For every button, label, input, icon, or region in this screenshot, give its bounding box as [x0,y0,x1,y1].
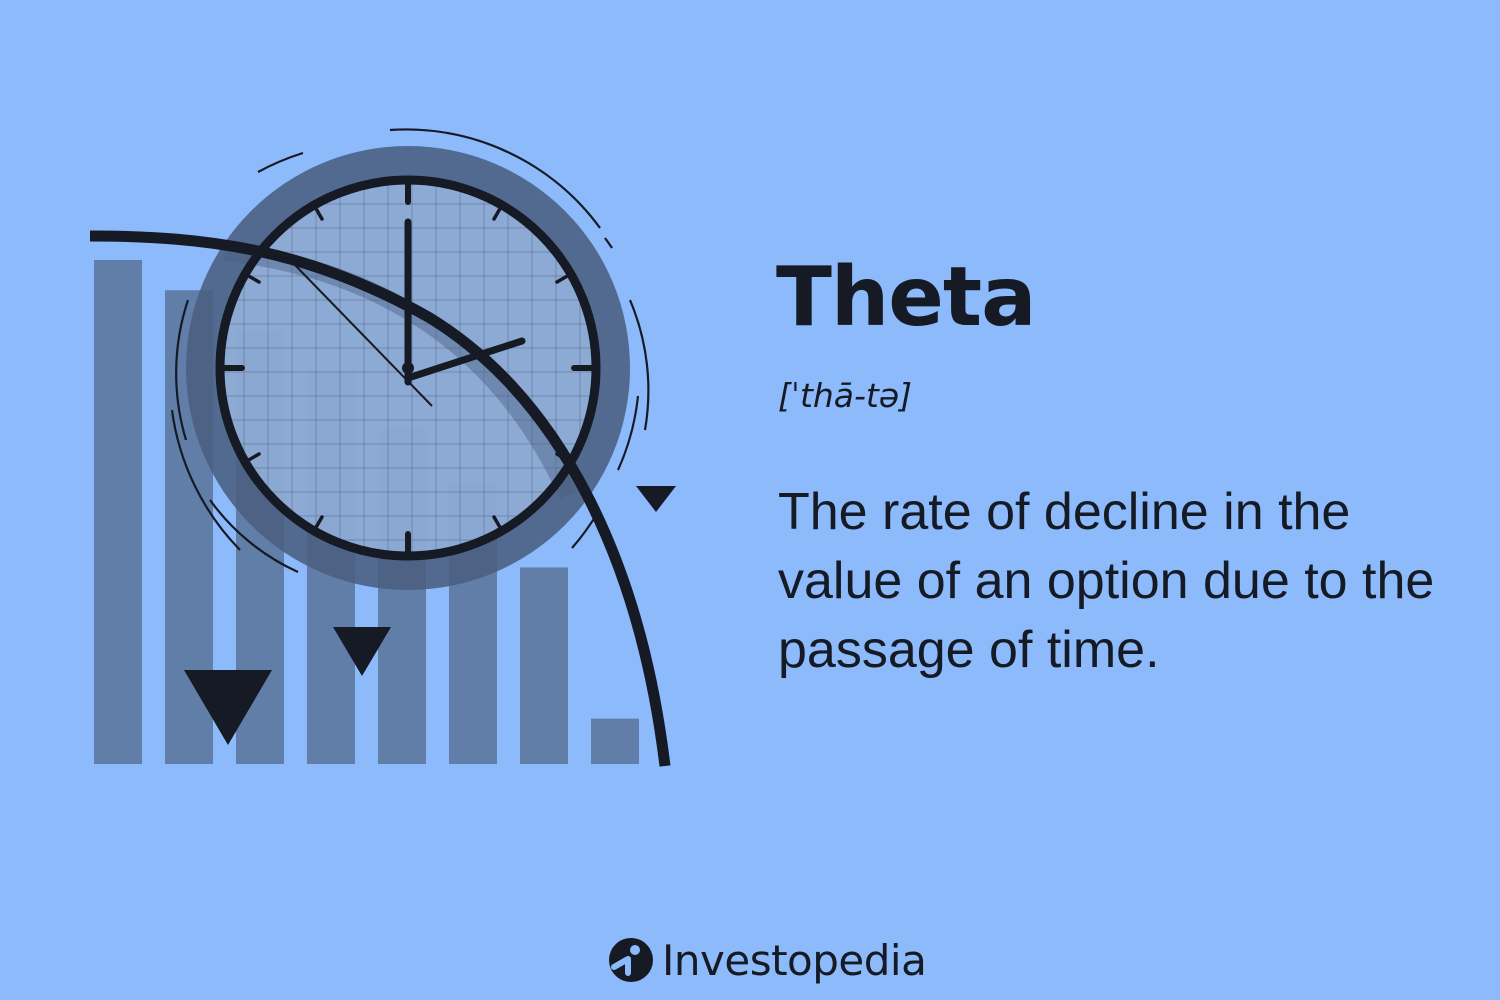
brand-name: Investopedia [662,935,927,985]
bar [520,567,568,764]
clock-tick [314,515,324,529]
clock-motion-arc [616,395,640,471]
clock-hour-hand [404,337,526,382]
down-triangle-icon [333,627,391,676]
down-triangle-icon [636,486,676,512]
bar [591,718,639,764]
clock-motion-arc [389,128,601,229]
clock-motion-arc [628,299,650,431]
clock-center [402,362,414,374]
brand-footer: Investopedia [608,932,927,988]
decay-curve [89,230,671,767]
clock-tick [247,274,261,284]
clock-second-hand [291,261,433,407]
clock-motion-arc [170,409,241,551]
clock-tick [492,207,502,221]
term-definition: The rate of decline in the value of an o… [778,483,1435,679]
bar [94,260,142,764]
clock-rim [215,175,601,561]
clock-tick [555,274,569,284]
decay-curve-icon [89,230,671,767]
clock-tick [247,452,261,462]
clock-tick [314,207,324,221]
clock-motion-arc [209,499,299,574]
down-triangle-icon [184,670,272,745]
investopedia-logo-icon [609,938,653,982]
clock-motion-arc [604,237,613,249]
term-title: Theta [776,250,1036,345]
down-triangles [184,486,676,745]
clock-motion-arc [175,299,190,441]
clock-motion-arc [257,151,304,173]
clock-tick [492,515,502,529]
term-pronunciation: [ˈthā-tə] [778,376,913,415]
